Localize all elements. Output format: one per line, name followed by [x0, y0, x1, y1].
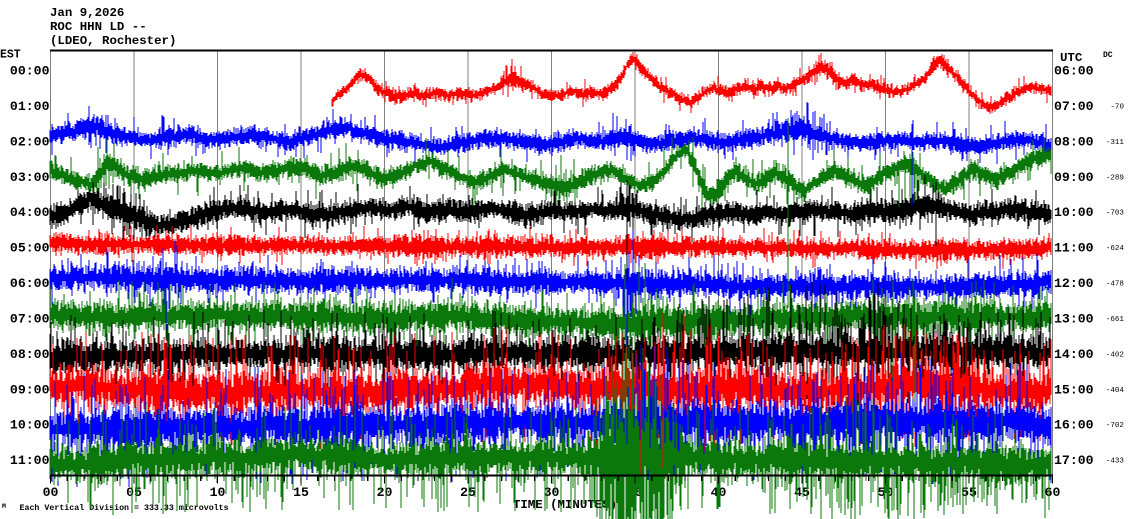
svg-text:06:00: 06:00	[1054, 64, 1094, 79]
svg-text:-624: -624	[1106, 245, 1125, 253]
svg-text:-703: -703	[1106, 210, 1125, 218]
svg-text:-402: -402	[1106, 351, 1125, 359]
svg-text:12:00: 12:00	[1054, 276, 1094, 291]
svg-text:08:00: 08:00	[1054, 134, 1094, 149]
svg-text:00:00: 00:00	[10, 64, 50, 79]
svg-text:20: 20	[377, 485, 393, 500]
svg-text:-433: -433	[1106, 458, 1125, 466]
svg-text:60: 60	[1045, 485, 1061, 500]
svg-text:Jan 9,2026: Jan 9,2026	[50, 6, 124, 20]
svg-text:08:00: 08:00	[10, 347, 50, 362]
svg-text:45: 45	[794, 485, 810, 500]
svg-text:14:00: 14:00	[1054, 347, 1094, 362]
svg-text:TIME (MINUTES): TIME (MINUTES)	[513, 498, 617, 512]
svg-text:25: 25	[460, 485, 476, 500]
svg-text:06:00: 06:00	[10, 276, 50, 291]
svg-text:-70: -70	[1110, 103, 1124, 111]
svg-text:10:00: 10:00	[1054, 205, 1094, 220]
svg-text:05:00: 05:00	[10, 241, 50, 256]
svg-text:11:00: 11:00	[1054, 241, 1094, 256]
svg-text:10:00: 10:00	[10, 418, 50, 433]
svg-text:-404: -404	[1106, 387, 1125, 395]
svg-text:04:00: 04:00	[10, 205, 50, 220]
svg-text:-478: -478	[1106, 281, 1125, 289]
svg-text:05: 05	[126, 485, 142, 500]
svg-text:15: 15	[293, 485, 309, 500]
svg-text:11:00: 11:00	[10, 453, 50, 468]
svg-text:01:00: 01:00	[10, 99, 50, 114]
svg-text:09:00: 09:00	[1054, 170, 1094, 185]
svg-text:17:00: 17:00	[1054, 453, 1094, 468]
svg-text:16:00: 16:00	[1054, 418, 1094, 433]
svg-text:15:00: 15:00	[1054, 382, 1094, 397]
svg-text:M: M	[2, 503, 6, 510]
svg-text:13:00: 13:00	[1054, 311, 1094, 326]
svg-text:-311: -311	[1106, 139, 1125, 147]
svg-text:(LDEO, Rochester): (LDEO, Rochester)	[50, 34, 176, 48]
svg-text:03:00: 03:00	[10, 170, 50, 185]
svg-text:30: 30	[544, 485, 560, 500]
svg-text:-702: -702	[1106, 422, 1125, 430]
svg-text:02:00: 02:00	[10, 134, 50, 149]
svg-text:DC: DC	[1103, 51, 1113, 60]
svg-text:10: 10	[210, 485, 226, 500]
svg-text:-289: -289	[1106, 174, 1125, 182]
svg-text:09:00: 09:00	[10, 382, 50, 397]
svg-text:EST: EST	[0, 49, 21, 62]
svg-text:Each Vertical Division = 333.: Each Vertical Division = 333.33 microvol…	[20, 503, 229, 513]
svg-text:07:00: 07:00	[1054, 99, 1094, 114]
svg-text:07:00: 07:00	[10, 311, 50, 326]
svg-text:00: 00	[43, 485, 59, 500]
svg-text:UTC: UTC	[1060, 51, 1083, 65]
svg-text:ROC HHN LD --: ROC HHN LD --	[50, 20, 147, 34]
svg-text:-661: -661	[1106, 316, 1125, 324]
